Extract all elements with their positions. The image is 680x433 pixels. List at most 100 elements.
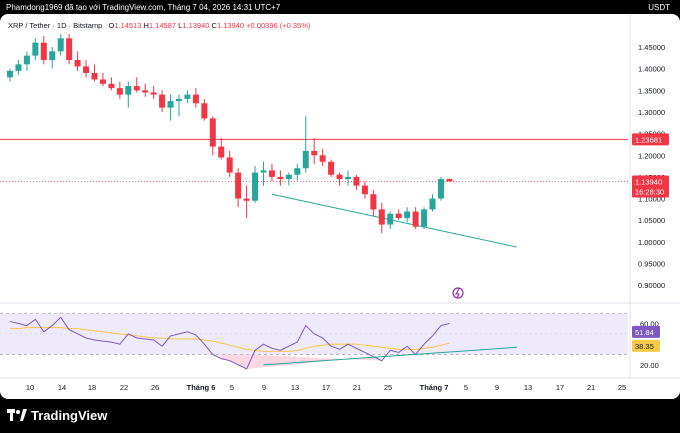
rsi-trendline — [263, 346, 518, 366]
candle-body — [74, 59, 81, 67]
candle-body — [235, 172, 242, 199]
time-tick-label: 17 — [556, 383, 564, 392]
time-tick-label: 9 — [495, 383, 499, 392]
ohlc-open-label: O — [108, 21, 115, 30]
candle-body — [7, 70, 13, 78]
candle-body — [378, 209, 385, 225]
rsi-ma-tag-bg — [632, 339, 660, 352]
candle-body — [91, 72, 98, 80]
rsi-ma-line — [10, 327, 450, 352]
ohlc-low-label: L — [178, 21, 183, 30]
candle-body — [150, 92, 157, 95]
price-tick-label: 1.45000 — [638, 43, 665, 52]
candle-body — [302, 150, 309, 169]
candle-body — [429, 198, 436, 210]
candle-body — [404, 211, 411, 219]
time-tick-label: 22 — [120, 383, 128, 392]
time-tick-label: 9 — [262, 383, 266, 392]
candle-body — [285, 174, 292, 180]
chart-panel[interactable]: 1.450001.400001.350001.300001.250001.200… — [0, 14, 680, 399]
price-tick-label: 1.35000 — [638, 86, 665, 95]
rsi-ma-tag: 38.35 — [635, 342, 654, 351]
rsi-line — [9, 316, 450, 370]
candle-body — [446, 179, 453, 182]
price-tick-label: 0.95000 — [638, 260, 665, 269]
candle-body — [336, 174, 343, 180]
chart-canvas[interactable]: 1.450001.400001.350001.300001.250001.200… — [0, 14, 680, 399]
snapshot-header: Phamdong1969 đã tạo với TradingView.com,… — [0, 0, 680, 14]
candle-body — [370, 194, 377, 210]
candle-body — [192, 94, 199, 104]
candle-body — [176, 98, 182, 102]
candle-body — [184, 94, 191, 99]
time-tick-label: Tháng 6 — [187, 383, 216, 392]
price-tick-label: 1.20000 — [638, 151, 665, 160]
candle-body — [108, 83, 115, 89]
price-tick-label: 1.00000 — [638, 238, 665, 247]
candle-body — [201, 103, 208, 119]
author-caption: Phamdong1969 đã tạo với TradingView.com,… — [6, 3, 281, 12]
candle-body — [319, 155, 326, 162]
candle-body — [311, 150, 318, 156]
ohlc-close: 1.13940 — [216, 21, 245, 30]
candle-body — [83, 66, 90, 73]
ohlc-low: 1.13940 — [182, 21, 210, 30]
candle-body — [23, 55, 30, 65]
candle-body — [260, 170, 267, 173]
price-tick-label: 1.10000 — [638, 195, 665, 204]
time-tick-label: 13 — [524, 383, 532, 392]
candle-body — [437, 179, 444, 199]
countdown-tag: 16:28:30 — [635, 187, 664, 196]
last-price-tag: 1.13940 — [635, 177, 662, 186]
price-tick-label: 1.05000 — [638, 216, 665, 225]
ohlc-high: 1.14587 — [148, 21, 177, 30]
resistance-price-tag-bg — [632, 133, 669, 146]
candle-body — [218, 146, 225, 158]
candle-body — [15, 64, 22, 71]
symbol-title[interactable]: XRP / Tether · 1D · Bitstamp — [8, 21, 103, 30]
time-tick-label: 5 — [464, 383, 468, 392]
time-tick-label: 18 — [88, 383, 96, 392]
candle-body — [57, 38, 64, 52]
candle-body — [412, 211, 419, 227]
candle-body — [40, 42, 47, 60]
time-tick-label: 21 — [587, 383, 595, 392]
candle-body — [66, 38, 73, 60]
bolt-circle-icon[interactable] — [452, 287, 464, 299]
time-tick-label: 25 — [618, 383, 626, 392]
ohlc-close-label: C — [211, 21, 217, 30]
last-price-tag-bg — [632, 175, 669, 198]
time-tick-label: 14 — [58, 383, 66, 392]
candle-body — [99, 79, 106, 84]
candle-body — [243, 198, 250, 201]
rsi-tick-label: 20.00 — [640, 361, 659, 370]
candle-body — [328, 161, 335, 175]
price-tick-label: 0.90000 — [638, 281, 665, 290]
brand-footer[interactable]: TradingView — [7, 406, 107, 424]
candle-body — [421, 209, 428, 227]
time-tick-label: 10 — [26, 383, 34, 392]
candle-body — [49, 51, 56, 60]
candle-body — [159, 94, 166, 108]
time-tick-label: 13 — [291, 383, 299, 392]
candle-body — [209, 118, 216, 147]
tradingview-logo-icon — [7, 409, 27, 421]
quote-currency: USDT — [648, 3, 670, 12]
symbol-legend: XRP / Tether · 1D · Bitstamp O1.14513 H1… — [8, 21, 310, 30]
resistance-price-tag: 1.23681 — [635, 135, 662, 144]
time-tick-label: 21 — [353, 383, 361, 392]
candle-body — [226, 157, 233, 173]
candle-body — [395, 213, 402, 219]
ohlc-open: 1.14513 — [114, 21, 142, 30]
ohlc-high-label: H — [143, 21, 149, 30]
candle-body — [125, 85, 132, 95]
candle-body — [32, 42, 39, 56]
time-tick-label: 25 — [384, 383, 392, 392]
time-tick-label: Tháng 7 — [420, 383, 449, 392]
time-tick-label: 17 — [322, 383, 330, 392]
bolt-glyph — [455, 288, 460, 299]
candle-body — [252, 172, 259, 201]
candle-body — [345, 176, 351, 180]
rsi-value-tag: 51.84 — [635, 328, 654, 337]
